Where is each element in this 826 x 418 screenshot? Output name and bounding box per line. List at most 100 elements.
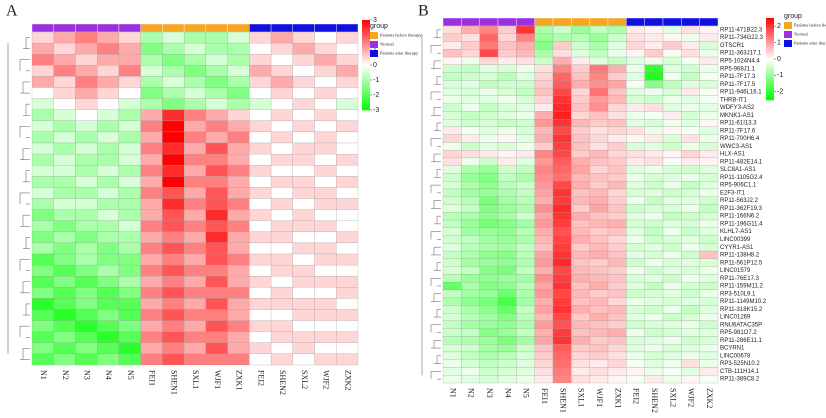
heat-cell [534,305,554,314]
heat-cell [571,359,590,368]
heat-cell [589,56,609,65]
heat-cell [681,243,700,252]
heat-cell [497,157,517,166]
heat-cell [662,359,682,368]
heat-cell [681,150,700,159]
heat-cell [589,227,609,236]
heat-cell [314,31,337,44]
colorbar-step [362,38,370,41]
colorbar-step [362,35,370,39]
heat-cell [75,342,98,355]
heat-cell [184,87,206,99]
heat-cell [626,126,645,135]
heat-cell [205,231,228,244]
heat-cell [336,253,359,266]
heat-cell [589,173,609,182]
heat-cell [75,65,98,77]
heat-cell [53,76,76,88]
heat-cell [292,109,315,121]
heat-cell [31,242,54,255]
heat-cell [75,320,98,332]
heat-cell [227,42,250,55]
colorbar-step [766,69,774,72]
heat-cell [644,111,664,120]
heat-cell [442,134,462,143]
heat-cell [75,209,98,221]
heat-cell [662,150,682,159]
heat-cell [497,243,517,252]
heat-cell [31,264,54,277]
heat-cell [270,353,293,366]
heat-cell [644,375,664,384]
heat-cell [270,187,293,199]
heat-cell [140,176,163,188]
heat-cell [571,157,590,166]
heat-cell [162,298,185,310]
heat-cell [162,142,185,155]
heat-cell [644,219,664,228]
heat-cell [681,281,700,290]
heat-cell [479,64,499,73]
heat-cell [534,313,554,322]
heat-cell [681,165,700,174]
heat-cell [270,31,293,44]
heat-cell [699,157,719,166]
heat-cell [681,266,700,275]
heat-cell [140,187,163,199]
heat-cell [644,243,664,252]
heat-cell [461,313,480,322]
heat-cell [662,119,682,128]
heat-cell [497,227,517,236]
row-label: RP11-159M11.2 [720,284,763,290]
heat-cell [626,181,645,190]
row-label: THRB-IT1 [720,97,748,103]
heat-cell [699,289,719,298]
heat-cell [270,287,293,299]
column-label: SXL2 [300,370,309,389]
heat-cell [314,309,337,321]
heat-cell [552,266,572,275]
group-cell [96,23,120,33]
heat-cell [270,142,293,155]
heat-cell [227,165,250,177]
heat-cell [534,56,554,65]
heat-cell [534,258,554,267]
heat-cell [534,250,554,259]
heat-cell [479,142,499,151]
column-label: FEI2 [632,388,641,404]
heat-cell [516,274,535,283]
colorbar-step [766,75,774,78]
heat-cell [205,87,228,99]
heat-cell [314,98,337,110]
heat-cell [162,320,185,332]
colorbar-step [362,29,370,32]
heat-cell [205,276,228,288]
heat-cell [249,198,272,210]
heat-cell [140,331,163,343]
heat-cell [644,41,664,50]
heat-cell [497,328,517,337]
heat-cell [53,120,76,133]
heat-cell [589,328,609,337]
heat-cell [97,209,120,221]
heat-cell [227,98,250,110]
column-label: WJF2 [687,388,696,407]
heat-cell [162,231,185,244]
heat-cell [662,56,682,65]
heat-cell [442,142,462,151]
heat-cell [479,351,499,360]
heat-cell [270,153,293,166]
heat-cell [607,250,627,259]
colorbar-step [766,91,774,95]
colorbar-step [362,62,370,66]
heat-cell [497,142,517,151]
heat-cell [607,344,627,353]
heat-cell [53,287,76,299]
heat-cell [97,276,120,288]
legend-label: Patients before therapy [380,33,422,38]
heat-cell [205,42,228,55]
heat-cell [607,196,627,205]
heat-cell [140,264,163,277]
heat-cell [336,298,359,310]
heat-cell [589,142,609,151]
